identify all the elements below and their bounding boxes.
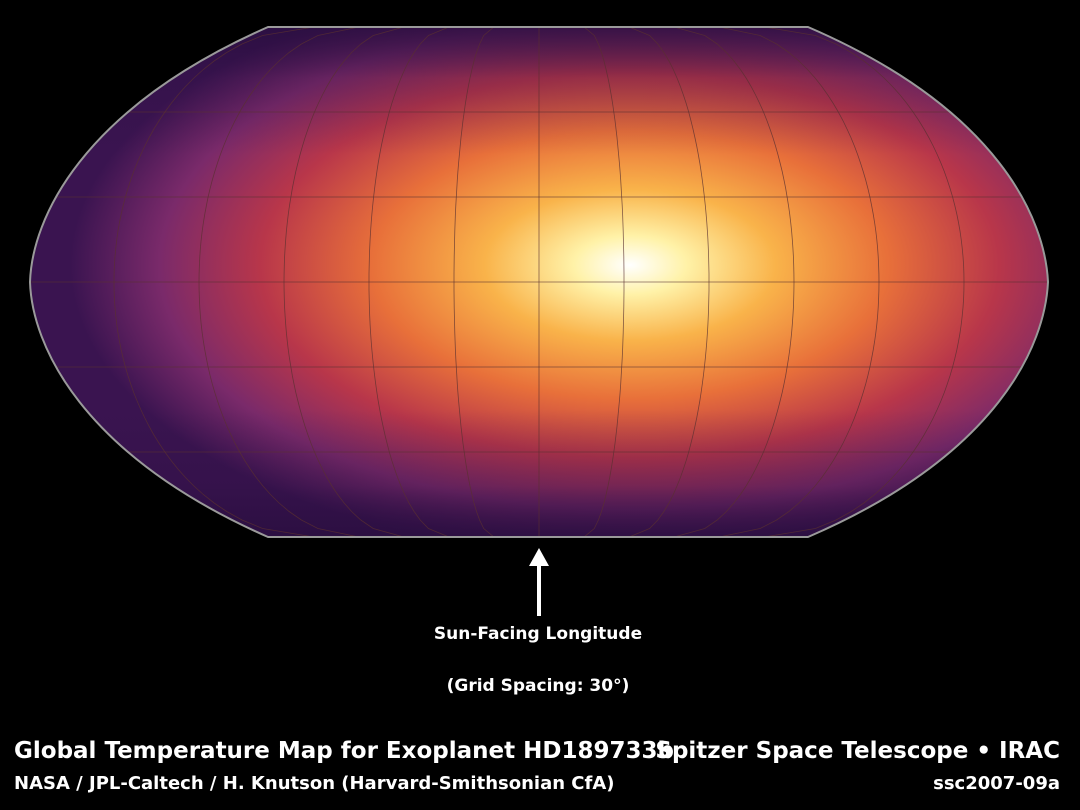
sun-facing-longitude-label: Sun-Facing Longitude xyxy=(433,624,643,644)
image-credit: NASA / JPL-Caltech / H. Knutson (Harvard… xyxy=(14,773,615,794)
grid-meridian xyxy=(673,27,795,537)
grid-meridian xyxy=(113,27,314,537)
grid-meridian xyxy=(453,27,495,537)
grid-meridian xyxy=(198,27,359,537)
mission-label: Spitzer Space Telescope • IRAC xyxy=(655,738,1060,764)
grid-meridian xyxy=(368,27,450,537)
grid-meridian xyxy=(719,27,880,537)
grid-meridian xyxy=(764,27,965,537)
map-outline xyxy=(28,26,1050,538)
temperature-map xyxy=(28,26,1050,538)
grid-meridian xyxy=(583,27,625,537)
grid-meridian xyxy=(628,27,710,537)
image-id-label: ssc2007-09a xyxy=(933,773,1060,794)
image-title: Global Temperature Map for Exoplanet HD1… xyxy=(14,738,674,764)
coordinate-grid xyxy=(30,27,1048,537)
grid-meridian xyxy=(283,27,405,537)
grid-spacing-label: (Grid Spacing: 30°) xyxy=(446,676,630,696)
up-arrow-icon xyxy=(529,548,549,616)
